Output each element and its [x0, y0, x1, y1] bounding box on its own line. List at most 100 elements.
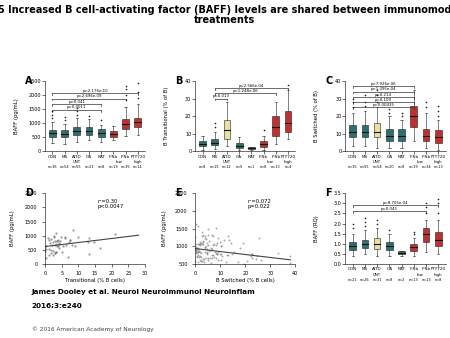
Point: [209, 233, 216, 238]
Text: 2016;3:e240: 2016;3:e240: [32, 303, 82, 309]
Point: [60, 243, 67, 248]
Point: [248, 252, 256, 257]
Point: [252, 257, 260, 262]
Text: p=0.0011: p=0.0011: [67, 105, 86, 110]
Text: p=0.041: p=0.041: [68, 100, 85, 104]
Point: [225, 233, 232, 239]
Text: n=54: n=54: [60, 165, 69, 169]
Text: n=26: n=26: [360, 278, 370, 282]
Point: [197, 241, 204, 247]
Y-axis label: B Switched (% of B): B Switched (% of B): [315, 90, 319, 142]
Text: p=7.926e-06: p=7.926e-06: [370, 82, 396, 86]
Point: [197, 254, 204, 260]
Point: [211, 241, 218, 247]
Text: n=8: n=8: [398, 165, 405, 169]
Point: [224, 252, 231, 257]
Text: Figure 5 Increased B cell-activating factor (BAFF) levels are shared between imm: Figure 5 Increased B cell-activating fac…: [0, 5, 450, 15]
Text: low: low: [417, 273, 423, 277]
Bar: [212, 139, 218, 145]
Point: [53, 250, 60, 255]
Point: [193, 255, 200, 260]
Bar: [435, 232, 441, 246]
Point: [204, 256, 211, 261]
Point: [55, 240, 62, 245]
Text: n=19: n=19: [108, 165, 118, 169]
Point: [287, 261, 294, 266]
Point: [86, 235, 93, 241]
Point: [203, 252, 211, 257]
Point: [201, 245, 208, 250]
Point: [206, 249, 213, 254]
Point: [216, 239, 224, 245]
Point: [45, 246, 53, 252]
Text: © 2016 American Academy of Neurology: © 2016 American Academy of Neurology: [32, 326, 153, 332]
Point: [212, 250, 220, 256]
X-axis label: Transitional (% B cells): Transitional (% B cells): [65, 278, 125, 283]
Point: [53, 249, 60, 255]
Text: n=31: n=31: [372, 278, 382, 282]
Point: [196, 248, 203, 254]
Text: r²=0.30: r²=0.30: [97, 198, 117, 203]
Point: [208, 252, 215, 258]
Text: n=8: n=8: [386, 278, 393, 282]
Point: [192, 247, 199, 252]
Point: [194, 253, 201, 258]
Point: [248, 255, 255, 261]
Point: [212, 225, 220, 231]
Point: [215, 257, 222, 263]
Text: p=0.013: p=0.013: [212, 94, 230, 98]
Point: [50, 252, 57, 257]
Point: [66, 237, 73, 242]
Point: [51, 243, 59, 248]
Point: [50, 248, 57, 253]
Point: [50, 234, 57, 240]
Point: [53, 239, 60, 244]
Point: [287, 254, 294, 259]
Point: [205, 238, 212, 244]
Point: [216, 251, 224, 257]
Point: [45, 237, 52, 243]
Point: [43, 244, 50, 249]
Text: high: high: [134, 161, 142, 165]
Text: n=2: n=2: [398, 278, 405, 282]
Point: [194, 264, 201, 269]
Point: [199, 239, 207, 244]
Text: p=2.566e-04: p=2.566e-04: [238, 84, 264, 88]
Bar: [248, 147, 255, 149]
Text: n=35: n=35: [121, 165, 130, 169]
Point: [195, 254, 202, 259]
Point: [75, 235, 82, 240]
Text: p=0.022: p=0.022: [247, 204, 270, 209]
Point: [215, 235, 222, 241]
Bar: [423, 128, 429, 141]
Point: [47, 236, 54, 242]
Point: [67, 238, 74, 243]
Point: [54, 237, 61, 243]
Point: [255, 236, 262, 241]
Text: p=2.696e-09: p=2.696e-09: [76, 94, 102, 98]
Bar: [135, 118, 141, 127]
Point: [237, 246, 244, 251]
Text: n=34: n=34: [421, 165, 431, 169]
Point: [202, 244, 209, 249]
Point: [50, 240, 57, 245]
Bar: [349, 125, 356, 137]
Point: [198, 242, 206, 247]
Bar: [260, 141, 267, 147]
Point: [194, 245, 201, 251]
Bar: [236, 143, 243, 148]
Point: [213, 241, 220, 246]
Point: [229, 252, 236, 257]
Bar: [361, 125, 368, 137]
Text: n=36: n=36: [48, 165, 57, 169]
Point: [194, 248, 202, 254]
Y-axis label: BAFF (RQ): BAFF (RQ): [315, 215, 319, 242]
Point: [197, 240, 204, 245]
Text: n=13: n=13: [433, 165, 443, 169]
Text: p=1.395e-04: p=1.395e-04: [370, 87, 396, 91]
Point: [43, 255, 50, 261]
Point: [192, 263, 199, 268]
Point: [52, 250, 59, 256]
Point: [197, 251, 204, 256]
Point: [71, 243, 78, 248]
